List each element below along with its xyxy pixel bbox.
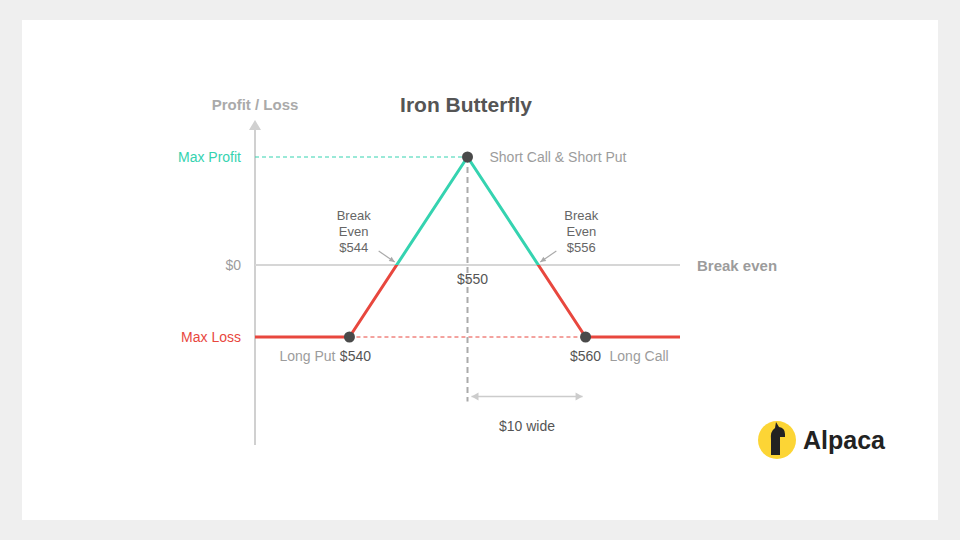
logo-text: Alpaca xyxy=(803,426,886,454)
point-label: Short Call & Short Put xyxy=(490,149,627,165)
break-even-arrow xyxy=(540,251,556,262)
zero-line xyxy=(255,264,680,266)
point-label: Long Call xyxy=(610,348,669,364)
strike-point xyxy=(344,332,355,343)
break-even-label: Even xyxy=(339,224,369,239)
strike-label: $560 xyxy=(570,348,601,364)
logo-icon-shape xyxy=(771,422,785,455)
page-background xyxy=(0,0,960,540)
plot-area xyxy=(255,157,680,337)
break-even-arrowhead xyxy=(540,257,546,262)
width-label: $10 wide xyxy=(499,418,555,434)
width-arrowhead xyxy=(472,392,479,400)
point-label: Long Put xyxy=(279,348,335,364)
title: Iron Butterfly xyxy=(400,93,532,116)
strike-point xyxy=(462,152,473,163)
y-tick-label: $0 xyxy=(225,257,241,273)
strike-point xyxy=(580,332,591,343)
break-even-label: Break xyxy=(337,208,371,223)
break-even-label: $544 xyxy=(339,240,368,255)
y-axis-arrow xyxy=(249,120,261,130)
break-even-arrow xyxy=(379,251,395,262)
strike-label: $540 xyxy=(340,348,371,364)
y-axis xyxy=(254,125,256,445)
strike-label: $550 xyxy=(457,271,488,287)
payoff-profit xyxy=(255,157,680,265)
break-even-arrowhead xyxy=(389,257,395,262)
logo: Alpaca xyxy=(758,421,886,459)
break-even-label: $556 xyxy=(567,240,596,255)
max-profit-guide xyxy=(255,157,468,158)
width-arrowhead xyxy=(576,392,583,400)
break-even-label: Break xyxy=(564,208,598,223)
break-even-label: Even xyxy=(567,224,597,239)
card xyxy=(22,20,938,520)
y-tick-label: Max Profit xyxy=(178,149,241,165)
logo-icon xyxy=(758,421,796,459)
y-tick-label: Max Loss xyxy=(181,329,241,345)
y-axis-label: Profit / Loss xyxy=(212,96,299,113)
payoff-loss xyxy=(255,265,680,337)
width-marker xyxy=(472,396,583,398)
chart: Iron Butterfly Profit / Loss Break even Max… xyxy=(0,0,960,540)
zero-label: Break even xyxy=(697,257,777,274)
